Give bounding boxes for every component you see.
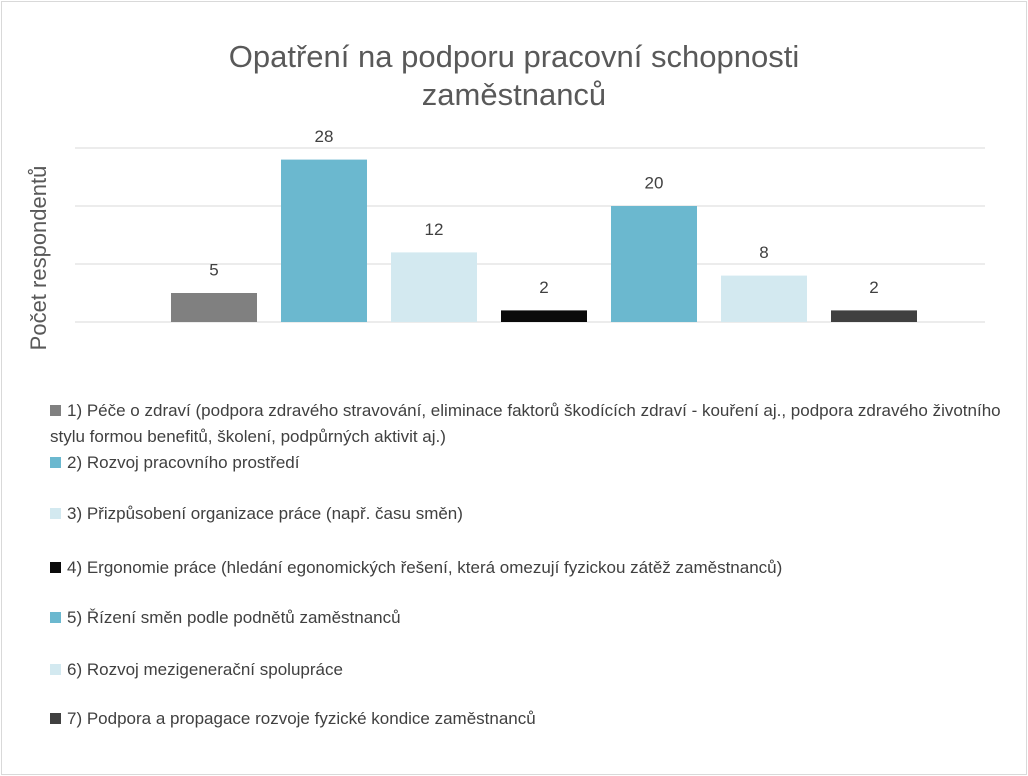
bar	[391, 252, 477, 322]
legend-label: 4) Ergonomie práce (hledání egonomických…	[67, 558, 783, 577]
legend-item: 1) Péče o zdraví (podpora zdravého strav…	[50, 398, 1010, 450]
legend-swatch	[50, 664, 61, 675]
data-label: 28	[315, 127, 334, 146]
data-label: 2	[539, 278, 548, 297]
chart-title: Opatření na podporu pracovní schopnosti …	[228, 39, 800, 112]
legend-item: 5) Řízení směn podle podnětů zaměstnanců	[50, 605, 1010, 631]
title-box: Opatření na podporu pracovní schopnosti …	[228, 39, 800, 112]
legend-label: 3) Přizpůsobení organizace práce (např. …	[67, 504, 463, 523]
legend-swatch	[50, 713, 61, 724]
legend-item: 4) Ergonomie práce (hledání egonomických…	[50, 555, 1010, 581]
data-label: 20	[645, 173, 664, 192]
legend-label: 7) Podpora a propagace rozvoje fyzické k…	[67, 709, 536, 728]
data-label: 5	[209, 260, 218, 279]
data-label: 8	[759, 243, 768, 262]
legend-label: 2) Rozvoj pracovního prostředí	[67, 453, 300, 472]
y-axis-label: Počet respondentů	[26, 166, 51, 351]
bar	[281, 159, 367, 322]
bar	[721, 275, 807, 322]
legend-swatch	[50, 612, 61, 623]
legend-item: 6) Rozvoj mezigenerační spolupráce	[50, 657, 1010, 683]
bar	[171, 293, 257, 322]
legend-label: 5) Řízení směn podle podnětů zaměstnanců	[67, 608, 401, 627]
legend-swatch	[50, 508, 61, 519]
legend-label: 1) Péče o zdraví (podpora zdravého strav…	[50, 401, 1001, 446]
legend-item: 3) Přizpůsobení organizace práce (např. …	[50, 501, 1010, 527]
legend-label: 6) Rozvoj mezigenerační spolupráce	[67, 660, 343, 679]
legend-swatch	[50, 405, 61, 416]
legend-swatch	[50, 562, 61, 573]
data-label: 12	[425, 220, 444, 239]
bar	[831, 310, 917, 322]
legend-item: 7) Podpora a propagace rozvoje fyzické k…	[50, 706, 1010, 732]
legend-item: 2) Rozvoj pracovního prostředí	[50, 450, 1010, 476]
bar	[611, 206, 697, 322]
legend-swatch	[50, 457, 61, 468]
bar	[501, 310, 587, 322]
data-label: 2	[869, 278, 878, 297]
